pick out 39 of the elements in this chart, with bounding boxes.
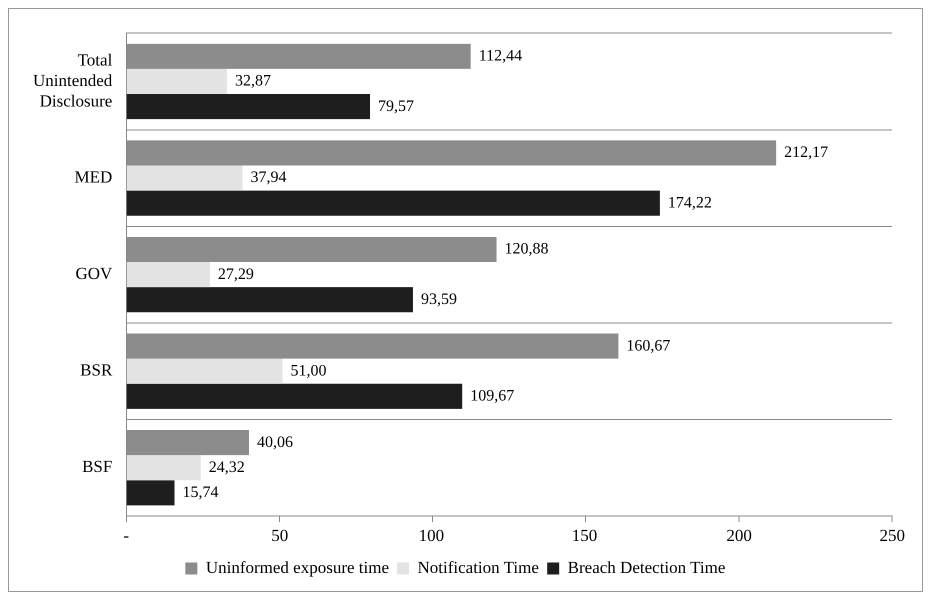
data-label: 27,29 bbox=[218, 266, 254, 283]
data-label: 51,00 bbox=[290, 362, 327, 380]
y-tick-label: BSF bbox=[82, 457, 112, 476]
data-label: 32,87 bbox=[234, 72, 271, 90]
y-tick-label: GOV bbox=[75, 264, 114, 284]
data-label: 120,88 bbox=[504, 240, 549, 258]
data-label: 112,44 bbox=[478, 48, 522, 65]
data-label: 212,17 bbox=[784, 144, 828, 162]
y-tick-label: Total Unintended Disclosure bbox=[32, 50, 113, 110]
bar bbox=[126, 384, 462, 409]
x-tick-label: 50 bbox=[271, 526, 288, 545]
data-label: 109,67 bbox=[470, 387, 514, 404]
bar bbox=[126, 165, 243, 191]
x-tick-label: 100 bbox=[418, 526, 444, 545]
x-tick-label: 250 bbox=[880, 526, 905, 545]
legend-label: Notification Time bbox=[418, 558, 539, 577]
data-label: 37,94 bbox=[250, 169, 287, 186]
bar bbox=[126, 480, 175, 506]
data-label: 174,22 bbox=[668, 194, 712, 212]
x-tick-label: 200 bbox=[726, 526, 752, 545]
bar bbox=[126, 94, 370, 120]
bar bbox=[126, 190, 660, 216]
legend-label: Uninformed exposure time bbox=[206, 558, 390, 577]
x-tick-label: - bbox=[123, 526, 130, 545]
bar bbox=[126, 455, 201, 480]
bar bbox=[126, 262, 210, 288]
bar bbox=[126, 358, 283, 384]
y-tick-label: MED bbox=[74, 168, 112, 187]
data-label: 40,06 bbox=[257, 434, 294, 451]
data-label: 160,67 bbox=[626, 337, 670, 354]
data-label: 79,57 bbox=[378, 98, 414, 115]
bar bbox=[126, 287, 413, 312]
data-label: 24,32 bbox=[208, 458, 245, 476]
legend-label: Breach Detection Time bbox=[568, 558, 726, 577]
data-label: 15,74 bbox=[182, 484, 219, 502]
y-tick-label: BSR bbox=[80, 360, 113, 380]
data-label: 93,59 bbox=[420, 290, 457, 308]
bar bbox=[126, 68, 227, 94]
x-tick-label: 150 bbox=[572, 526, 598, 545]
